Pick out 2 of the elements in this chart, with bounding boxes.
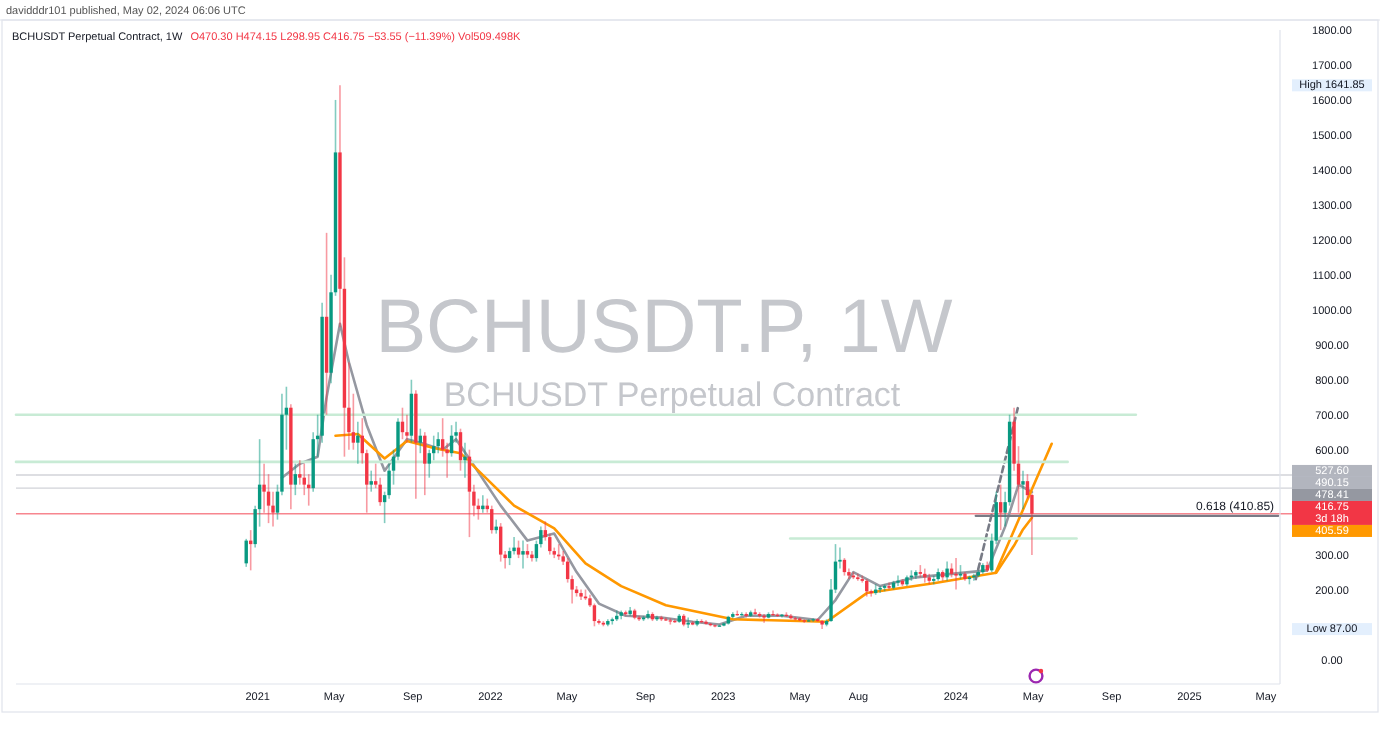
- text: BCHUSDT.P, 1W: [375, 286, 953, 370]
- text: BCHUSDT Perpetual Contract: [443, 376, 901, 414]
